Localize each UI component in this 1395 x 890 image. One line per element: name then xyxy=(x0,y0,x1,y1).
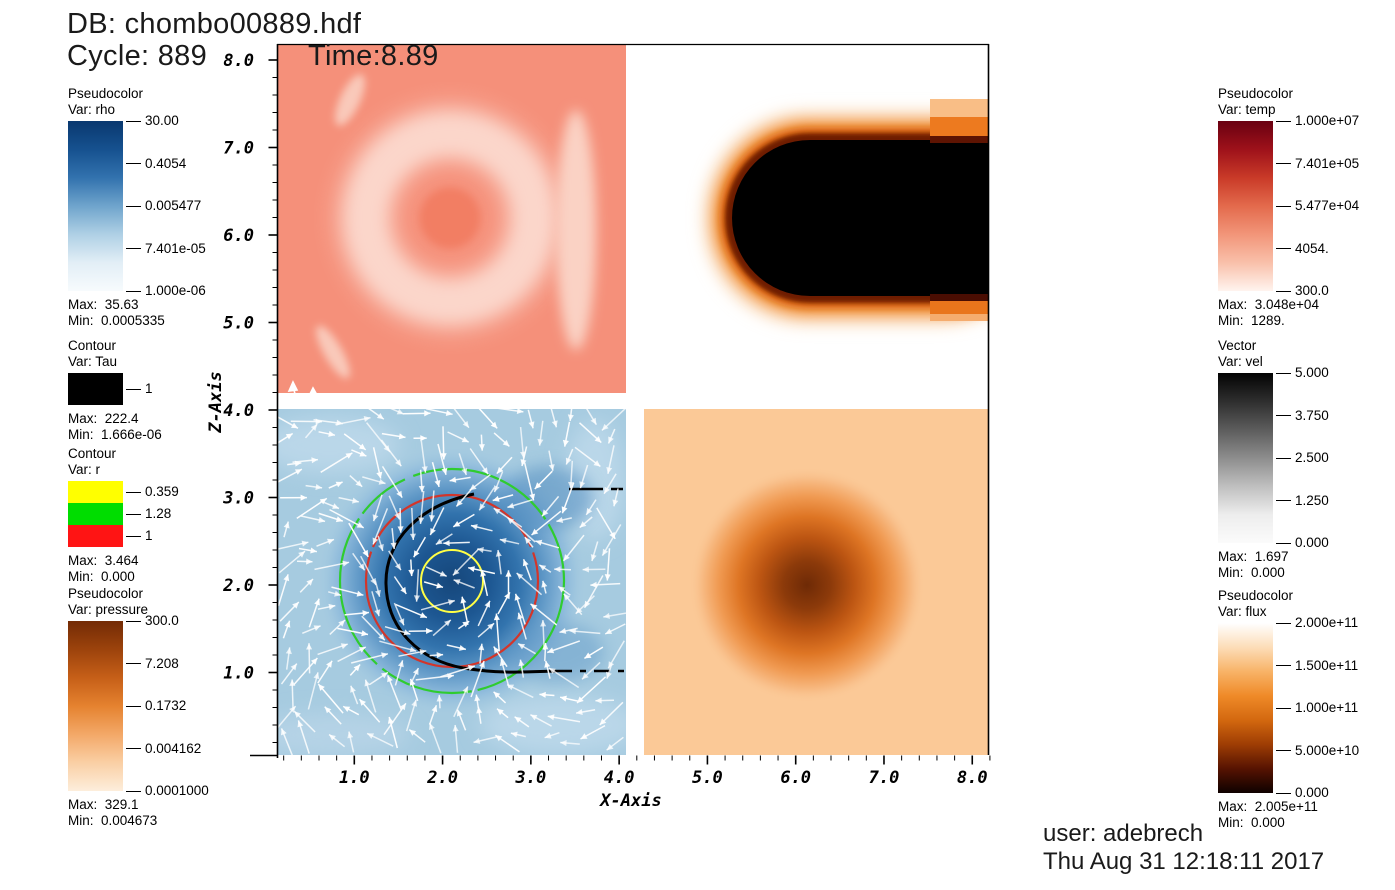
x-tick-label: 7.0 xyxy=(869,768,900,788)
z-tick-label: 1.0 xyxy=(223,664,254,684)
pressure-scale-tick: 300.0 xyxy=(123,613,179,629)
temp-scale-tick: 4054. xyxy=(1273,241,1329,257)
pressure-scale-tick: 0.0001000 xyxy=(123,783,209,799)
pressure-scale-tick: 0.1732 xyxy=(123,698,186,714)
z-tick-label: 4.0 xyxy=(223,401,254,421)
flux-scale-tick: 5.000e+10 xyxy=(1273,743,1359,759)
x-tick-label: 5.0 xyxy=(692,768,723,788)
legend-temp: Pseudocolor Var: temp 1.000e+07 7.401e+05 5.… xyxy=(1218,86,1360,328)
database-label: DB: chombo00889.hdf xyxy=(67,8,362,40)
vel-scale-tick: 2.500 xyxy=(1273,450,1329,466)
flux-scale-tick: 2.000e+11 xyxy=(1273,615,1358,631)
z-tick-label: 2.0 xyxy=(222,576,254,596)
rho-scale-tick: 0.4054 xyxy=(123,156,186,172)
legend-var: Var: rho xyxy=(68,102,116,117)
legend-pressure: Pseudocolor Var: pressure 300.0 7.208 0.1732… xyxy=(68,586,209,828)
r-scale-tick: 1 xyxy=(123,528,153,544)
z-tick-label: 6.0 xyxy=(223,226,254,246)
pressure-scale-tick: 7.208 xyxy=(123,656,179,672)
legend-min: Min: 0.0005335 xyxy=(68,312,165,328)
x-tick-label: 2.0 xyxy=(426,768,458,788)
tau-scale-tick: 1 xyxy=(123,381,153,397)
temp-scale-tick: 5.477e+04 xyxy=(1273,198,1359,214)
legend-r: Contour Var: r 0.359 1.28 1 Max: 3.464 Min: 0… xyxy=(68,446,179,584)
cycle-label: Cycle: 889 xyxy=(67,40,208,72)
legend-max: Max: 35.63 xyxy=(68,297,139,312)
flux-scale-tick: 1.000e+11 xyxy=(1273,700,1358,716)
z-tick-label: 5.0 xyxy=(223,314,254,334)
panel-rho xyxy=(277,409,626,755)
temp-scale-tick: 300.0 xyxy=(1273,283,1329,299)
rho-scale-tick: 1.000e-06 xyxy=(123,283,206,299)
r-colorbar xyxy=(68,481,123,547)
r-scale-tick: 1.28 xyxy=(123,506,171,522)
temp-colorbar xyxy=(1218,121,1273,291)
stray-vector-arrows xyxy=(287,380,317,393)
flux-scale-tick: 0.000 xyxy=(1273,785,1329,801)
rho-scale-tick: 30.00 xyxy=(123,113,179,129)
legend-tau: Contour Var: Tau 1 Max: 222.4 Min: 1.666e-0… xyxy=(68,338,162,442)
z-tick-label: 3.0 xyxy=(222,489,254,509)
velocity-vector-field xyxy=(277,409,626,755)
user-label: user: adebrech xyxy=(1043,820,1204,847)
x-tick-label: 1.0 xyxy=(339,768,370,788)
vel-scale-tick: 3.750 xyxy=(1273,408,1329,424)
x-tick-label: 4.0 xyxy=(604,768,635,788)
tau-colorbar xyxy=(68,373,123,405)
x-axis-title: X-Axis xyxy=(598,791,661,811)
rho-colorbar xyxy=(68,121,123,291)
vel-scale-tick: 1.250 xyxy=(1273,493,1329,509)
panel-temp xyxy=(277,45,626,393)
pressure-colorbar xyxy=(68,621,123,791)
rho-scale-tick: 0.005477 xyxy=(123,198,201,214)
z-tick-label: 7.0 xyxy=(223,139,254,159)
panel-pressure xyxy=(644,409,989,755)
vel-scale-tick: 0.000 xyxy=(1273,535,1329,551)
vel-scale-tick: 5.000 xyxy=(1273,365,1329,381)
x-tick-label: 8.0 xyxy=(957,768,988,788)
legend-type: Pseudocolor xyxy=(68,86,144,101)
temp-scale-tick: 1.000e+07 xyxy=(1273,113,1359,129)
vel-colorbar xyxy=(1218,373,1273,543)
legend-flux: Pseudocolor Var: flux 2.000e+11 1.500e+11 1.… xyxy=(1218,588,1360,830)
z-tick-label: 8.0 xyxy=(223,51,254,71)
rho-scale-tick: 7.401e-05 xyxy=(123,241,206,257)
x-tick-label: 3.0 xyxy=(515,768,547,788)
time-label: Time:8.89 xyxy=(308,40,439,72)
r-scale-tick: 0.359 xyxy=(123,484,179,500)
pressure-scale-tick: 0.004162 xyxy=(123,741,201,757)
legend-rho: Pseudocolor Var: rho 30.00 0.4054 0.005477… xyxy=(68,86,263,328)
x-tick-label: 6.0 xyxy=(780,768,811,788)
z-axis-title: Z-Axis xyxy=(206,371,226,433)
temp-scale-tick: 7.401e+05 xyxy=(1273,156,1359,172)
panel-flux xyxy=(626,45,989,403)
flux-colorbar xyxy=(1218,623,1273,793)
legend-vel: Vector Var: vel 5.000 3.750 2.500 1.250 0.000 … xyxy=(1218,338,1329,580)
timestamp-label: Thu Aug 31 12:18:11 2017 xyxy=(1043,848,1325,875)
flux-scale-tick: 1.500e+11 xyxy=(1273,658,1358,674)
axes: 1.0 2.0 3.0 4.0 5.0 6.0 7.0 8.0 1.0 2.0 3.0 4.0 5.0 6… xyxy=(222,43,991,788)
